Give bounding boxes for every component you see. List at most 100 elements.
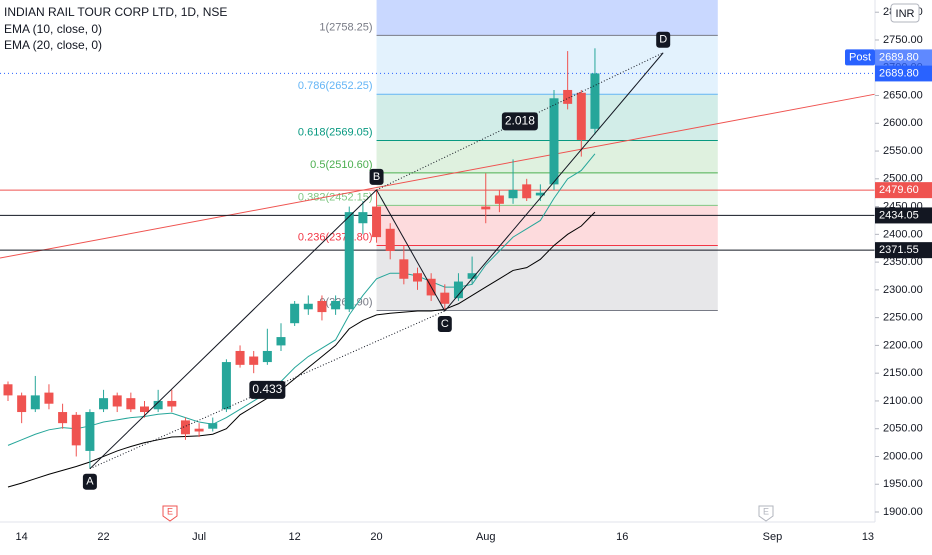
x-tick-label: 14 xyxy=(16,531,28,543)
candle-body xyxy=(535,192,545,196)
ratio-label: 0.433 xyxy=(252,382,282,396)
price-tag-label: 2479.60 xyxy=(879,184,919,196)
fib-band xyxy=(376,140,718,173)
candle-body xyxy=(44,392,54,404)
ema-line xyxy=(7,153,596,446)
point-label: A xyxy=(86,476,94,488)
y-tick-label: 2400.00 xyxy=(883,228,923,240)
y-tick-label: 2600.00 xyxy=(883,117,923,129)
event-marker[interactable]: E xyxy=(162,505,178,522)
candle-body xyxy=(317,300,327,313)
point-box xyxy=(656,31,671,48)
candle-body xyxy=(221,362,231,410)
x-tick-label: Aug xyxy=(476,531,496,543)
y-tick-label: 2350.00 xyxy=(883,256,923,268)
ratio-box xyxy=(249,380,286,399)
y-tick-label: 2750.00 xyxy=(883,34,923,46)
indicator-label: EMA (20, close, 0) xyxy=(4,38,102,52)
point-box xyxy=(369,168,384,185)
fib-label: 0.786(2652.25) xyxy=(298,80,373,92)
candle-body xyxy=(590,73,600,129)
price-tag-label: 2689.80 xyxy=(879,67,919,79)
fib-label: 0.618(2569.05) xyxy=(298,126,373,138)
candle-body xyxy=(153,400,163,410)
indicator-label: EMA (10, close, 0) xyxy=(4,22,102,36)
currency-button[interactable] xyxy=(890,3,920,23)
candle-body xyxy=(276,337,286,346)
candle-body xyxy=(17,395,27,413)
svg-text:E: E xyxy=(763,506,769,516)
currency-label[interactable]: INR xyxy=(896,8,915,20)
post-label: Post xyxy=(849,51,871,63)
event-marker[interactable]: E xyxy=(758,505,774,522)
point-box xyxy=(82,473,97,490)
candle-body xyxy=(494,195,504,204)
candle-body xyxy=(58,412,68,424)
y-tick-label: 2300.00 xyxy=(883,284,923,296)
fib-band xyxy=(376,172,718,206)
candle-body xyxy=(331,300,341,310)
svg-text:E: E xyxy=(167,506,173,516)
x-tick-label: Jul xyxy=(192,531,206,543)
price-tag xyxy=(875,182,932,199)
candle-body xyxy=(413,273,422,282)
candle-body xyxy=(249,356,259,365)
candle-body xyxy=(208,423,218,429)
candle-body xyxy=(3,384,13,396)
candle-body xyxy=(30,395,40,410)
candle-body xyxy=(71,414,81,446)
fib-label: 0.382(2452.15) xyxy=(298,191,373,203)
ema-line xyxy=(7,211,596,488)
candle-body xyxy=(112,395,122,407)
x-tick-label: 22 xyxy=(97,531,109,543)
y-tick-label: 1950.00 xyxy=(883,478,923,490)
point-label: C xyxy=(441,318,449,330)
x-tick-label: 13 xyxy=(862,531,874,543)
post-tag xyxy=(845,49,875,66)
pattern-leg xyxy=(89,189,377,470)
price-tag-label: 2371.55 xyxy=(879,244,919,256)
candle-body xyxy=(385,228,395,252)
candle-body xyxy=(290,303,300,324)
candle-body xyxy=(344,212,354,310)
fib-band xyxy=(376,245,718,311)
x-tick-label: Sep xyxy=(763,531,783,543)
y-tick-label: 2200.00 xyxy=(883,339,923,351)
candle-body xyxy=(372,206,382,238)
candle-body xyxy=(508,189,518,199)
y-tick-label: 2150.00 xyxy=(883,367,923,379)
pattern-leg xyxy=(444,52,664,312)
candle-body xyxy=(522,184,532,199)
plot-area: 1(2758.25) 0.786(2652.25) 0.618(2569.05) 0.… xyxy=(0,0,876,490)
point-label: D xyxy=(659,34,667,46)
y-tick-label: 2250.00 xyxy=(883,312,923,324)
y-tick-label: 2100.00 xyxy=(883,395,923,407)
ratio-box xyxy=(501,112,538,131)
price-axis-bg xyxy=(875,0,932,550)
post-price: 2689.80 xyxy=(879,51,919,63)
candle-body xyxy=(303,303,313,310)
candle-body xyxy=(549,98,559,185)
pattern-ratio-line xyxy=(376,52,664,191)
trend-line xyxy=(0,93,876,259)
x-tick-label: 20 xyxy=(370,531,382,543)
y-tick-label: 2000.00 xyxy=(883,450,923,462)
pattern-leg xyxy=(376,189,446,312)
y-tick-label: 2050.00 xyxy=(883,423,923,435)
candle-body xyxy=(440,292,450,304)
fib-label: 0.5(2510.60) xyxy=(310,159,372,171)
candle-body xyxy=(576,92,586,140)
candle-body xyxy=(453,281,463,299)
candle-body xyxy=(194,428,204,432)
candle-body xyxy=(563,89,573,104)
candle-body xyxy=(399,259,409,279)
y-tick-label: 2650.00 xyxy=(883,89,923,101)
point-label: B xyxy=(373,171,380,183)
fib-extension xyxy=(376,0,718,36)
candle-body xyxy=(467,273,477,279)
ratio-label: 2.018 xyxy=(505,114,535,128)
candle-body xyxy=(180,420,190,435)
price-tag-label: 2434.05 xyxy=(879,209,919,221)
fib-band xyxy=(376,94,718,141)
